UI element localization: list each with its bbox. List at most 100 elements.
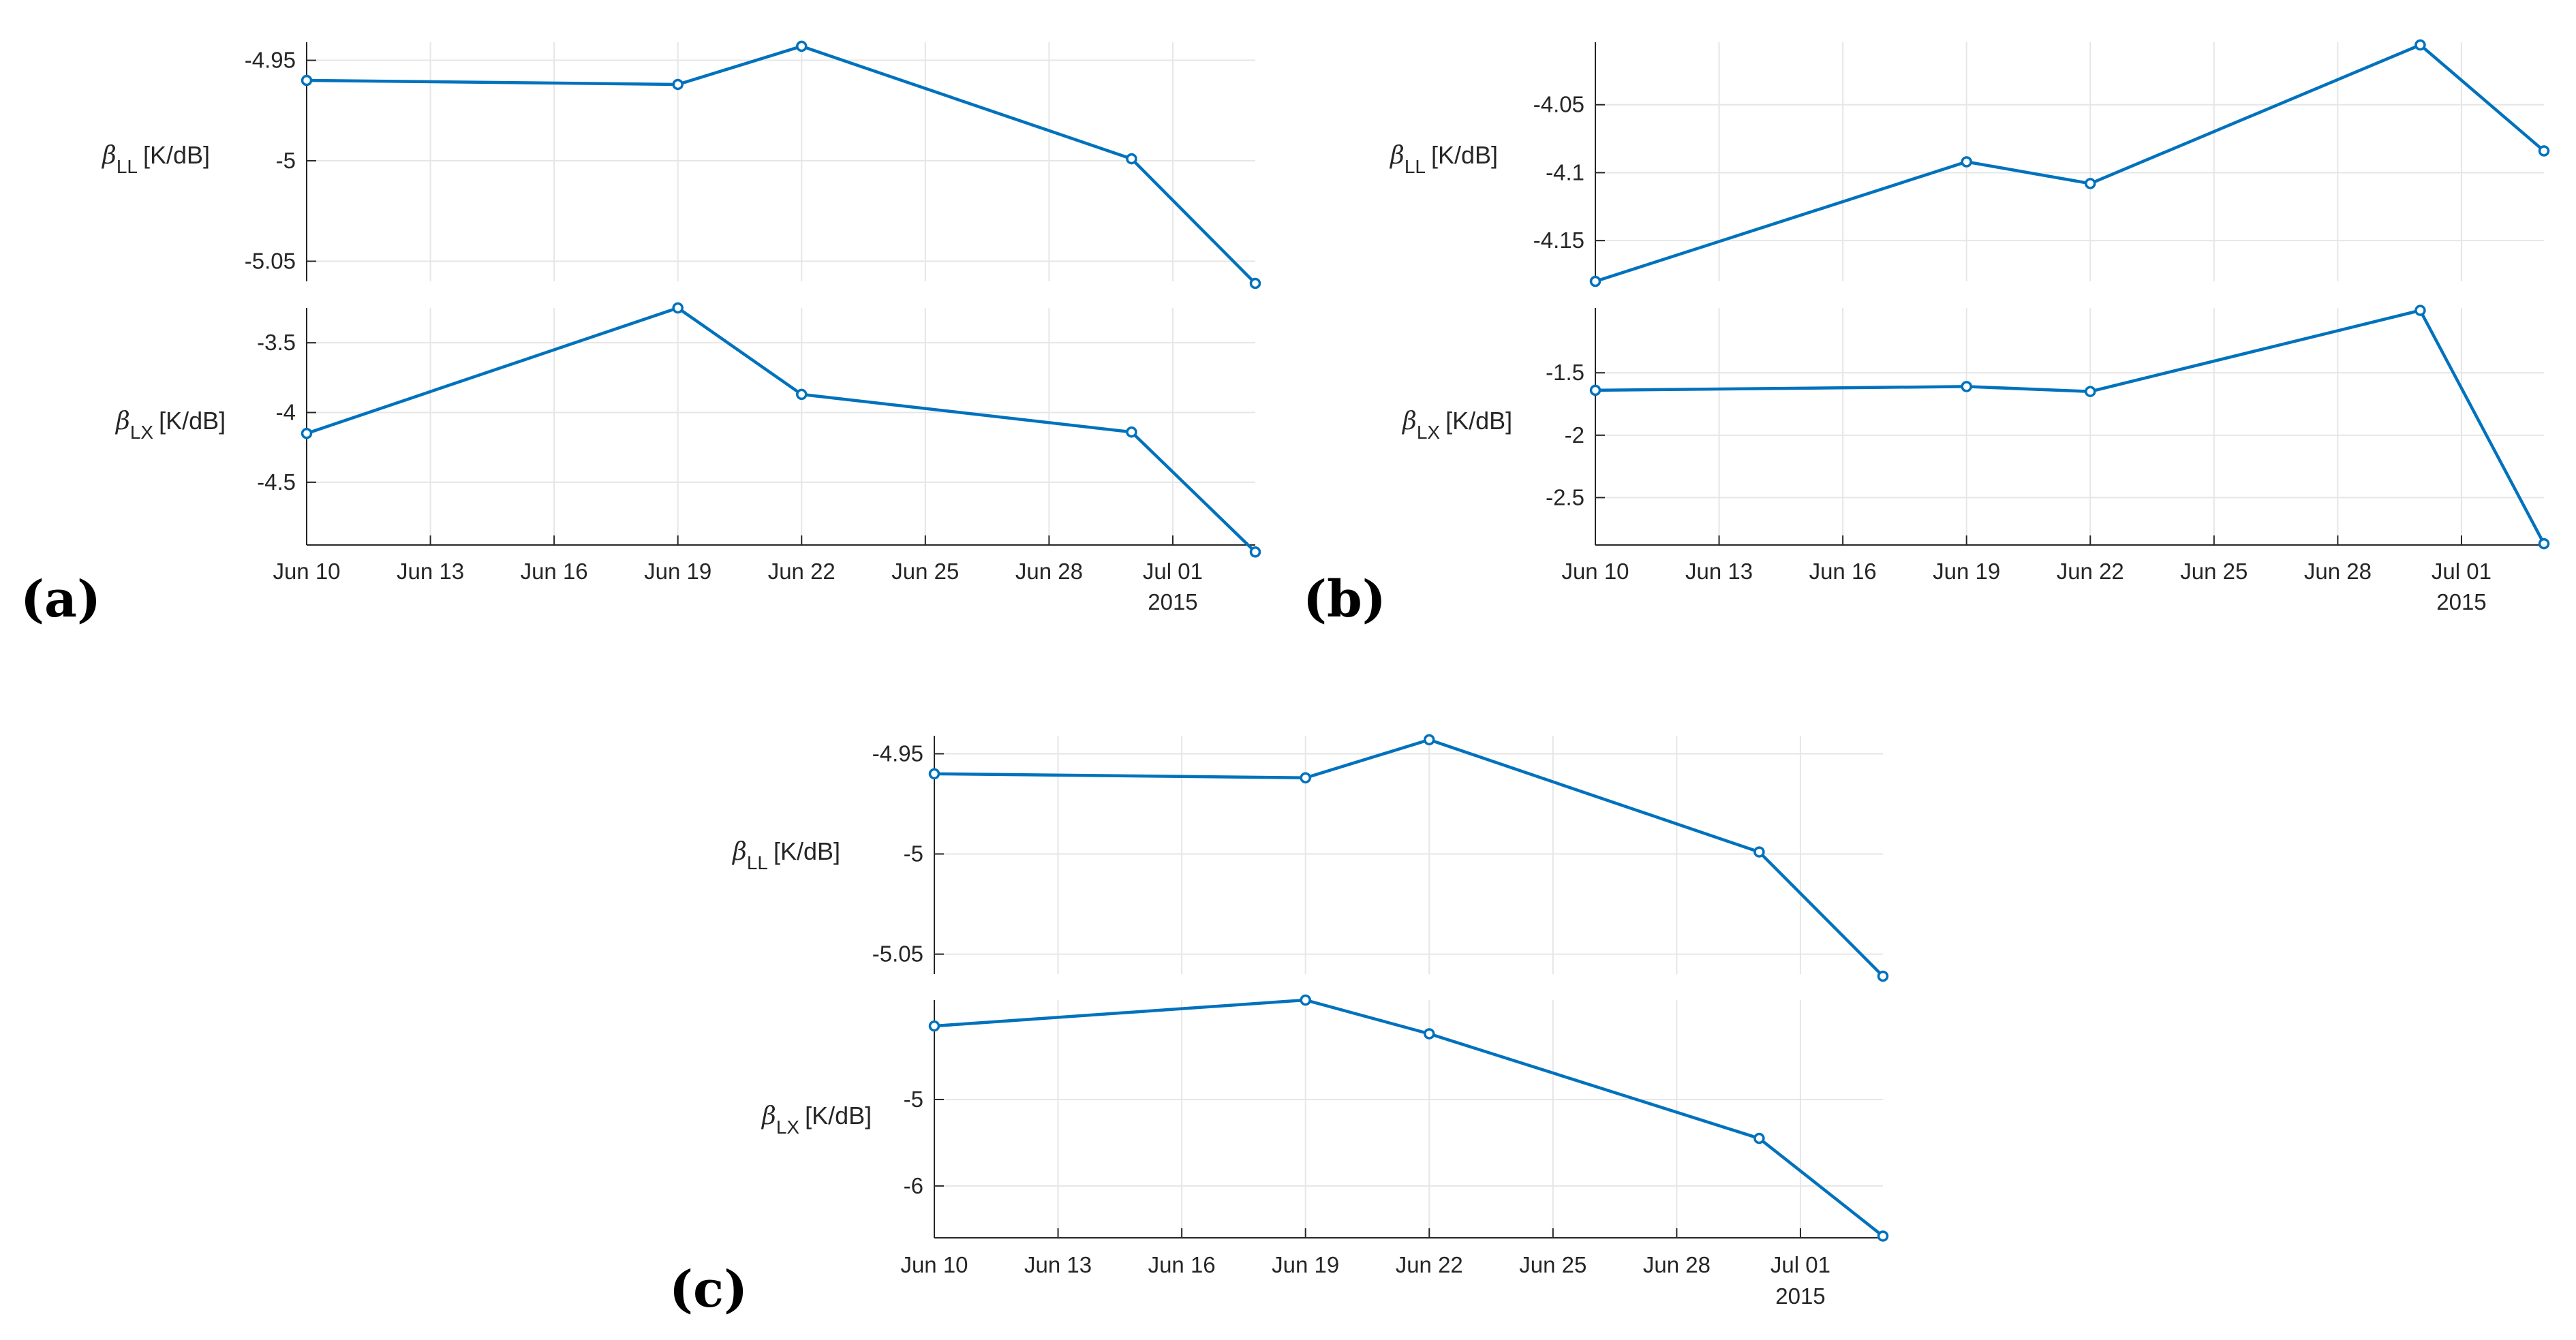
data-point	[1589, 384, 1601, 396]
y-axis-label-symbol: β	[114, 407, 130, 435]
x-tick-label: Jun 22	[768, 559, 835, 584]
data-point	[1961, 156, 1972, 168]
x-tick-label: Jun 25	[1519, 1252, 1586, 1277]
data-point	[2085, 178, 2096, 189]
data-point	[1249, 277, 1261, 290]
x-tick-label: Jun 25	[891, 559, 959, 584]
data-point	[796, 40, 808, 52]
panel-label: (b)	[1303, 570, 1386, 629]
x-tick-label: Jun 19	[1272, 1252, 1339, 1277]
x-tick-label: Jun 25	[2180, 559, 2248, 584]
subplot-beta-lx: -3.5 -4 -4.5 βLX [K/dB]	[114, 302, 1261, 558]
data-point	[2414, 305, 2426, 316]
x-axis-year-label: 2015	[1775, 1283, 1825, 1309]
y-axis-label: βLL [K/dB]	[731, 837, 840, 873]
data-point	[2538, 537, 2550, 550]
data-point	[2414, 39, 2426, 51]
x-tick-label: Jun 19	[1933, 559, 2000, 584]
x-tick-label: Jun 28	[1643, 1252, 1711, 1277]
y-axis-label-subscript: LL	[747, 852, 768, 873]
x-tick-label: Jun 16	[1809, 559, 1877, 584]
y-tick-label: -4.05	[1533, 92, 1584, 117]
y-axis-label-unit: [K/dB]	[805, 1102, 872, 1129]
y-tick-label: -5.05	[872, 941, 923, 967]
panel-label: (a)	[20, 570, 101, 629]
x-tick-label: Jun 13	[1685, 559, 1753, 584]
data-point	[928, 768, 940, 780]
y-axis-label-subscript: LX	[130, 422, 154, 443]
y-axis-label-unit: [K/dB]	[1445, 407, 1512, 435]
data-point	[1424, 1028, 1435, 1040]
data-point	[301, 427, 313, 439]
x-tick-label: Jun 10	[900, 1252, 968, 1277]
x-tick-label: Jul 01	[1143, 559, 1203, 584]
data-point	[2085, 386, 2096, 397]
x-axis-year-label: 2015	[1148, 589, 1197, 614]
data-point	[1300, 772, 1311, 784]
x-tick-label: Jun 28	[2304, 559, 2372, 584]
data-point	[796, 388, 808, 401]
subplot-beta-lx: -5 -6 βLX [K/dB]	[761, 994, 1889, 1242]
data-point	[1877, 1230, 1889, 1242]
data-point	[1753, 846, 1765, 858]
y-axis-label-subscript: LL	[117, 156, 138, 177]
x-tick-label: Jun 10	[1561, 559, 1629, 584]
y-tick-label: -4.95	[872, 741, 923, 766]
data-point	[2538, 145, 2550, 157]
series-line	[1595, 309, 2545, 545]
y-tick-label: -4.15	[1533, 228, 1584, 253]
x-tick-label: Jun 13	[1024, 1252, 1092, 1277]
y-tick-label: -5.05	[245, 249, 296, 274]
series-line	[306, 306, 1257, 553]
panel-label: (c)	[669, 1260, 748, 1319]
y-axis-label-unit: [K/dB]	[773, 837, 840, 865]
data-point	[1753, 1132, 1765, 1144]
series-line	[306, 44, 1257, 285]
y-axis-label-symbol: β	[1389, 142, 1405, 170]
x-tick-label: Jun 10	[273, 559, 340, 584]
data-point	[301, 74, 313, 87]
series-line	[934, 998, 1884, 1238]
x-tick-label: Jun 16	[521, 559, 588, 584]
series-line	[934, 738, 1884, 978]
y-tick-label: -2.5	[1546, 484, 1584, 510]
subplot-beta-ll: -4.05 -4.1 -4.15 βLL [K/dB]	[1389, 39, 2550, 287]
x-tick-label: Jun 19	[644, 559, 711, 584]
y-axis-label-symbol: β	[761, 1102, 776, 1130]
y-axis-label: βLL [K/dB]	[1389, 141, 1498, 177]
x-axis-year-label: 2015	[2436, 589, 2486, 614]
y-axis-label-unit: [K/dB]	[159, 407, 226, 435]
y-tick-label: -3.5	[257, 330, 296, 355]
x-tick-label: Jul 01	[2432, 559, 2491, 584]
x-tick-label: Jun 28	[1015, 559, 1083, 584]
data-point	[1424, 734, 1435, 746]
y-tick-label: -5	[276, 148, 296, 173]
y-axis-label: βLX [K/dB]	[114, 407, 226, 443]
y-axis-label-symbol: β	[731, 838, 747, 866]
y-tick-label: -5	[904, 841, 923, 867]
y-tick-label: -4.95	[245, 48, 296, 73]
y-tick-label: -4.1	[1546, 159, 1584, 185]
y-axis-label-subscript: LX	[776, 1117, 800, 1138]
data-point	[1126, 426, 1137, 438]
y-axis-label: βLX [K/dB]	[761, 1102, 872, 1138]
y-axis-label-symbol: β	[101, 142, 117, 170]
data-point	[672, 78, 684, 91]
y-tick-label: -6	[904, 1173, 923, 1198]
subplot-beta-ll: -4.95 -5 -5.05 βLL [K/dB]	[101, 40, 1261, 290]
data-point	[1961, 381, 1972, 392]
data-point	[1589, 275, 1601, 287]
series-line	[1595, 43, 2545, 283]
x-tick-label: Jul 01	[1770, 1252, 1830, 1277]
y-axis-label-unit: [K/dB]	[143, 141, 210, 169]
subplot-beta-ll: -4.95 -5 -5.05 βLL [K/dB]	[731, 734, 1889, 982]
data-point	[1300, 994, 1311, 1006]
y-tick-label: -4	[276, 400, 296, 425]
x-tick-label: Jun 13	[397, 559, 464, 584]
x-tick-label: Jun 22	[2057, 559, 2124, 584]
y-axis-label: βLL [K/dB]	[101, 141, 210, 177]
y-axis-label-unit: [K/dB]	[1431, 141, 1498, 169]
